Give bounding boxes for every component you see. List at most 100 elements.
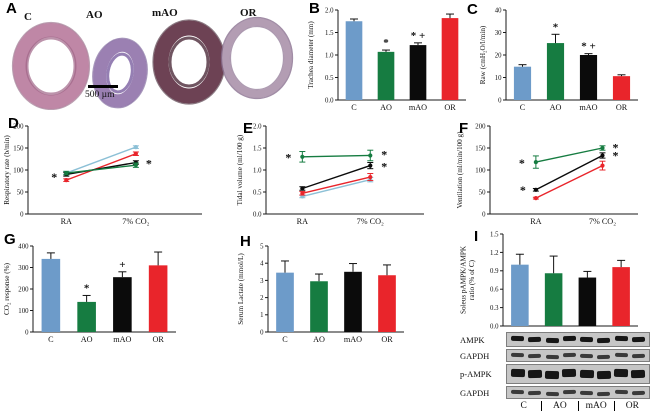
svg-text:0: 0 xyxy=(498,97,502,104)
histology-group-label-or: OR xyxy=(240,7,257,19)
svg-text:mAO: mAO xyxy=(344,335,362,344)
svg-text:0.5: 0.5 xyxy=(325,75,334,82)
svg-text:0.0: 0.0 xyxy=(490,323,499,330)
westernblot-rows: AMPK GAPDH p-AMPK GAPDH xyxy=(460,332,650,399)
svg-text:*: * xyxy=(381,147,387,161)
svg-text:50: 50 xyxy=(17,189,24,196)
svg-text:1.5: 1.5 xyxy=(490,231,499,238)
svg-text:7% CO₂: 7% CO₂ xyxy=(122,217,149,226)
westernblots: AMPK GAPDH p-AMPK GAPDH C AO mAO OR xyxy=(460,332,650,411)
svg-text:0.9: 0.9 xyxy=(490,268,499,275)
svg-text:Respiratory rate (b/min): Respiratory rate (b/min) xyxy=(3,135,11,205)
svg-text:40: 40 xyxy=(495,7,502,14)
blot-band xyxy=(580,390,594,395)
blot-lane-label: AO xyxy=(541,401,577,411)
svg-text:0.0: 0.0 xyxy=(325,97,334,104)
svg-text:AO: AO xyxy=(313,335,325,344)
blot-lanes: C AO mAO OR xyxy=(506,401,650,411)
svg-text:0.6: 0.6 xyxy=(490,287,499,294)
blot-band xyxy=(631,369,646,379)
blot-band xyxy=(545,354,559,359)
svg-text:OR: OR xyxy=(444,103,456,112)
pampk-ratio-chart: 0.0 0.3 0.6 0.9 1.2 1.5 Soleus pAMPK/AMPK ratio… xyxy=(460,231,638,330)
blot-row-label: GAPDH xyxy=(460,387,490,398)
blot-band xyxy=(631,390,645,395)
svg-text:*: * xyxy=(146,157,152,171)
histology-images xyxy=(11,16,294,110)
svg-text:150: 150 xyxy=(475,145,486,152)
svg-text:*: * xyxy=(285,150,291,164)
svg-text:2.0: 2.0 xyxy=(253,123,262,130)
svg-text:200: 200 xyxy=(13,123,24,130)
blot-band xyxy=(511,389,525,394)
blot-band xyxy=(544,370,560,380)
svg-text:1.5: 1.5 xyxy=(325,30,334,37)
svg-text:*: * xyxy=(612,149,618,163)
svg-text:Trachea diameter (mm): Trachea diameter (mm) xyxy=(307,21,315,89)
svg-text:3: 3 xyxy=(260,278,264,285)
blot-row: GAPDH xyxy=(460,386,650,399)
ventilation-chart: 0 50 100 150 200 Ventilation (ml/min/100 g) RA… xyxy=(456,123,638,226)
svg-text:OR: OR xyxy=(381,335,393,344)
blot-band xyxy=(562,352,576,357)
svg-text:* +: * + xyxy=(581,41,596,53)
blot-band xyxy=(579,369,594,379)
svg-text:30: 30 xyxy=(495,30,502,37)
svg-text:300: 300 xyxy=(18,265,29,272)
blot-band-strip xyxy=(506,386,650,399)
svg-text:C: C xyxy=(48,335,54,344)
blot-band xyxy=(562,336,576,341)
svg-text:7% CO₂: 7% CO₂ xyxy=(589,217,616,226)
histology-group-label-ao: AO xyxy=(86,9,103,21)
svg-text:1.0: 1.0 xyxy=(253,167,262,174)
svg-text:*: * xyxy=(381,159,387,173)
svg-text:AO: AO xyxy=(380,103,392,112)
svg-text:200: 200 xyxy=(18,286,29,293)
svg-text:RA: RA xyxy=(61,217,72,226)
blot-row: GAPDH xyxy=(460,349,650,362)
panel-letter-g: G xyxy=(4,231,16,248)
svg-text:Raw (cmH₂O/l/min): Raw (cmH₂O/l/min) xyxy=(479,25,487,84)
blot-band xyxy=(614,336,628,341)
svg-text:*: * xyxy=(520,183,526,197)
blot-band xyxy=(631,353,645,358)
panel-letter-b: B xyxy=(309,0,320,17)
svg-text:5: 5 xyxy=(260,243,264,250)
svg-text:C: C xyxy=(520,103,526,112)
svg-text:4: 4 xyxy=(260,261,264,268)
panel-letter-d: D xyxy=(8,115,19,132)
blot-band xyxy=(597,338,611,343)
blot-row-label: GAPDH xyxy=(460,350,490,361)
svg-text:* +: * + xyxy=(411,30,426,42)
blot-band xyxy=(562,368,577,378)
blot-row-label: p-AMPK xyxy=(460,369,492,379)
blot-band-strip xyxy=(506,364,650,384)
blot-lane-label: C xyxy=(520,401,527,411)
svg-text:+: + xyxy=(119,259,125,271)
svg-text:0: 0 xyxy=(260,329,264,336)
blot-band xyxy=(596,370,612,380)
svg-text:20: 20 xyxy=(495,52,502,59)
svg-text:0.3: 0.3 xyxy=(490,305,499,312)
svg-text:RA: RA xyxy=(297,217,308,226)
blot-band xyxy=(597,354,611,359)
panel-letter-h: H xyxy=(240,233,251,250)
blot-band xyxy=(528,390,542,395)
blot-row: p-AMPK xyxy=(460,364,650,384)
blot-band xyxy=(510,368,525,378)
svg-text:10: 10 xyxy=(495,75,502,82)
svg-text:Serum Lactate (mmol/L): Serum Lactate (mmol/L) xyxy=(237,253,245,325)
histology-group-label-mao: mAO xyxy=(152,7,178,19)
svg-text:0: 0 xyxy=(25,329,29,336)
svg-text:Tidal volume (ml/100 g): Tidal volume (ml/100 g) xyxy=(236,134,244,205)
svg-text:0.0: 0.0 xyxy=(253,211,262,218)
scale-bar-label: 500 µm xyxy=(85,90,115,100)
svg-text:C: C xyxy=(282,335,288,344)
svg-text:C: C xyxy=(351,103,357,112)
svg-text:100: 100 xyxy=(13,167,24,174)
svg-text:1: 1 xyxy=(260,312,263,319)
blot-band xyxy=(631,337,645,342)
histology-ring-ao xyxy=(92,37,148,109)
serum-lactate-chart: 0 1 2 3 4 5 Serum Lactate (mmol/L) C AO mAO OR xyxy=(237,243,404,344)
